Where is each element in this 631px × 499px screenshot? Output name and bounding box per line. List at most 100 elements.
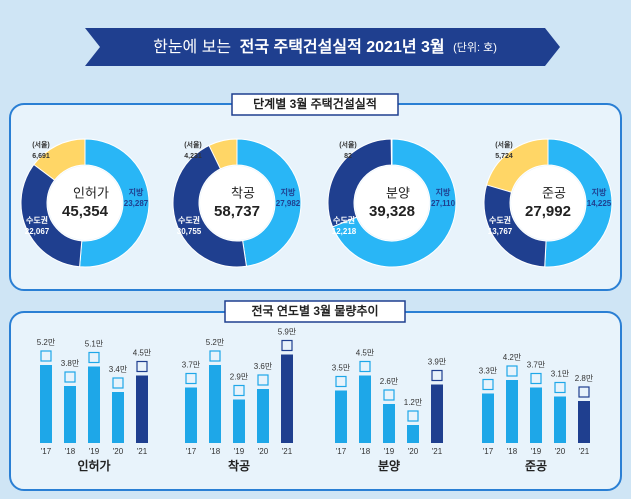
donut-total: 39,328	[369, 203, 415, 220]
bar	[257, 389, 269, 443]
slice-value: 12,218	[332, 227, 357, 236]
donut-total: 45,354	[62, 203, 109, 220]
bar-value-label: 3.6만	[254, 362, 273, 371]
bar-group-label: 착공	[228, 458, 250, 473]
x-tick-label: '21	[137, 447, 148, 456]
slice-name: 지방	[281, 187, 296, 197]
bar	[431, 384, 443, 443]
bar-icon	[482, 378, 494, 391]
bar	[578, 401, 590, 443]
bar-icon	[506, 365, 518, 377]
bar	[281, 354, 293, 443]
bar-icon	[383, 389, 395, 401]
donut-label: 인허가	[73, 185, 109, 200]
bar	[506, 380, 518, 443]
bar-value-label: 3.3만	[479, 367, 498, 376]
header-unit: (단위: 호)	[453, 41, 497, 54]
x-tick-label: '17	[186, 447, 197, 456]
donut-center	[355, 166, 429, 240]
slice-value: 14,225	[587, 199, 612, 208]
bar	[233, 399, 245, 443]
bar	[383, 404, 395, 443]
section-title-box	[224, 300, 406, 323]
donut-label: 분양	[386, 185, 410, 200]
x-tick-label: '18	[210, 447, 221, 456]
slice-value: 27,110	[431, 199, 456, 208]
header-title: 한눈에 보는 전국 주택건설실적 2021년 3월 (단위: 호)	[153, 37, 497, 56]
slice-name: (서울)	[339, 140, 357, 149]
slice-value: 22,067	[25, 227, 50, 236]
bar-group-label: 분양	[378, 458, 400, 473]
bar	[482, 393, 494, 443]
bar-icon	[88, 351, 100, 364]
bar-value-label: 5.9만	[278, 328, 297, 337]
x-tick-label: '17	[41, 447, 52, 456]
bar-icon	[185, 372, 197, 385]
bar-icon	[257, 374, 269, 386]
donut-center	[200, 166, 274, 240]
bar-value-label: 2.8만	[575, 374, 594, 383]
bar-value-label: 2.6만	[380, 377, 399, 386]
bar-value-label: 3.7만	[527, 361, 546, 370]
bar	[359, 375, 371, 443]
bar-icon	[233, 384, 245, 397]
donut-label: 준공	[542, 185, 566, 200]
slice-value: 23,287	[124, 199, 149, 208]
bar	[185, 387, 197, 443]
slice-value: 5,724	[495, 153, 513, 160]
bar-value-label: 5.2만	[37, 338, 56, 347]
header-prefix: 한눈에 보는	[153, 38, 231, 56]
x-tick-label: '21	[579, 447, 590, 456]
slice-value: 82	[344, 153, 352, 160]
bar-value-label: 1.2만	[404, 398, 423, 407]
x-tick-label: '18	[360, 447, 371, 456]
x-tick-label: '19	[384, 447, 395, 456]
slice-value: 6,691	[32, 153, 50, 160]
x-tick-label: '20	[113, 447, 124, 456]
slice-name: 수도권	[178, 215, 200, 225]
bar-value-label: 3.1만	[551, 370, 570, 379]
bar-icon	[281, 339, 293, 352]
x-tick-label: '20	[555, 447, 566, 456]
slice-value: 4,231	[184, 153, 202, 160]
section-title: 단계별 3월 주택건설실적	[253, 96, 377, 111]
section-title-box	[231, 93, 399, 116]
slice-name: 수도권	[489, 215, 511, 225]
x-tick-label: '19	[234, 447, 245, 456]
bar	[530, 387, 542, 443]
donut-center	[48, 166, 122, 240]
donut-slice	[544, 138, 613, 268]
x-tick-label: '21	[432, 447, 443, 456]
x-tick-label: '21	[282, 447, 293, 456]
donut-label: 착공	[231, 185, 255, 200]
x-tick-label: '20	[258, 447, 269, 456]
x-tick-label: '17	[483, 447, 494, 456]
donut-slice	[390, 138, 393, 166]
bar	[407, 425, 419, 443]
x-tick-label: '19	[89, 447, 100, 456]
bar	[554, 396, 566, 443]
slice-name: (서울)	[495, 140, 513, 149]
bar-icon	[209, 350, 221, 362]
slice-name: (서울)	[32, 140, 50, 149]
bar-value-label: 3.9만	[428, 358, 447, 367]
slice-name: 수도권	[333, 215, 355, 225]
bar-value-label: 3.4만	[109, 365, 128, 374]
slice-name: 지방	[129, 187, 144, 197]
bar-value-label: 3.8만	[61, 359, 80, 368]
slice-name: 수도권	[26, 215, 48, 225]
donut-center	[511, 166, 585, 240]
bar	[136, 375, 148, 443]
header-main: 전국 주택건설실적 2021년 3월	[240, 37, 445, 56]
slice-name: (서울)	[184, 140, 202, 149]
bar-value-label: 4.2만	[503, 353, 522, 362]
bar	[112, 392, 124, 443]
bar-icon	[112, 377, 124, 389]
donut-slice	[208, 138, 238, 170]
bar-group-label: 인허가	[77, 458, 110, 473]
bar-icon	[40, 350, 52, 362]
bar-value-label: 5.1만	[85, 340, 104, 349]
bar-value-label: 4.5만	[356, 349, 375, 358]
